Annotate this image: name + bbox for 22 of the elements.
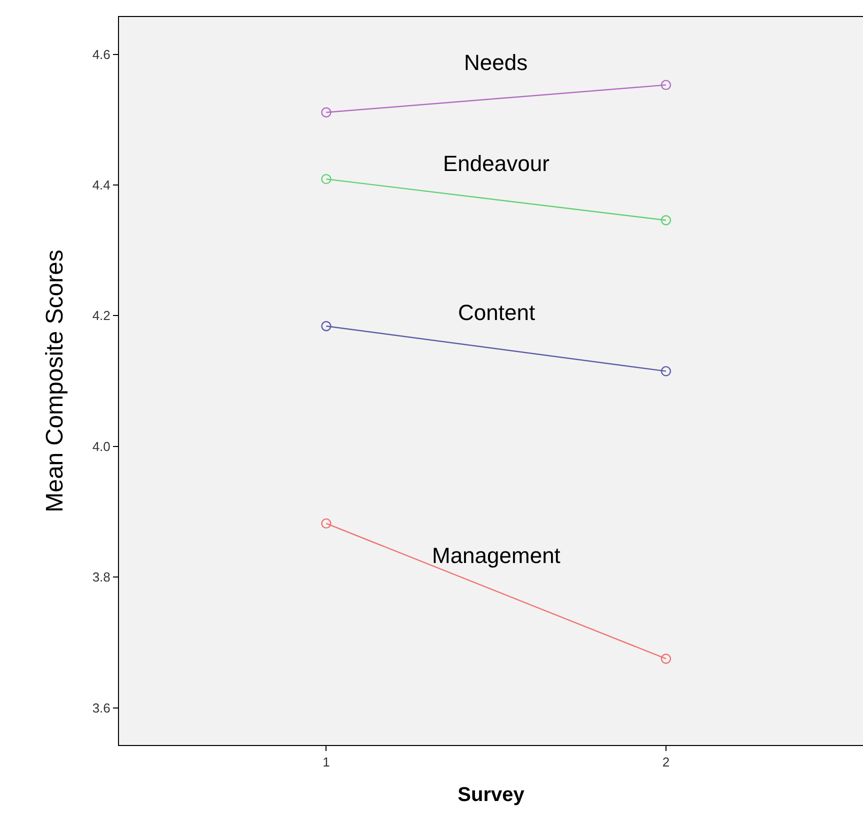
point xyxy=(321,518,332,529)
series-label: Needs xyxy=(464,50,528,75)
series-label: Endeavour xyxy=(443,151,550,176)
y-axis-title: Mean Composite Scores xyxy=(41,250,68,512)
point xyxy=(660,80,672,90)
x-axis-title: Survey xyxy=(458,784,526,806)
y-tick-label: 4.6 xyxy=(92,46,110,62)
y-tick-label: 4.0 xyxy=(92,438,110,454)
point xyxy=(321,174,332,184)
y-tick-label: 3.8 xyxy=(92,570,110,585)
series-label: Content xyxy=(458,300,536,325)
point xyxy=(660,654,672,664)
y-tick-label: 4.2 xyxy=(92,308,110,324)
point xyxy=(321,107,332,118)
series-label: Management xyxy=(432,543,560,568)
y-tick-label: 3.6 xyxy=(92,700,110,716)
point xyxy=(321,321,332,332)
y-tick-label: 4.4 xyxy=(92,178,110,192)
point xyxy=(660,366,672,376)
x-tick-label: 1 xyxy=(322,754,330,770)
x-tick-label: 2 xyxy=(662,754,670,770)
point xyxy=(660,215,672,226)
